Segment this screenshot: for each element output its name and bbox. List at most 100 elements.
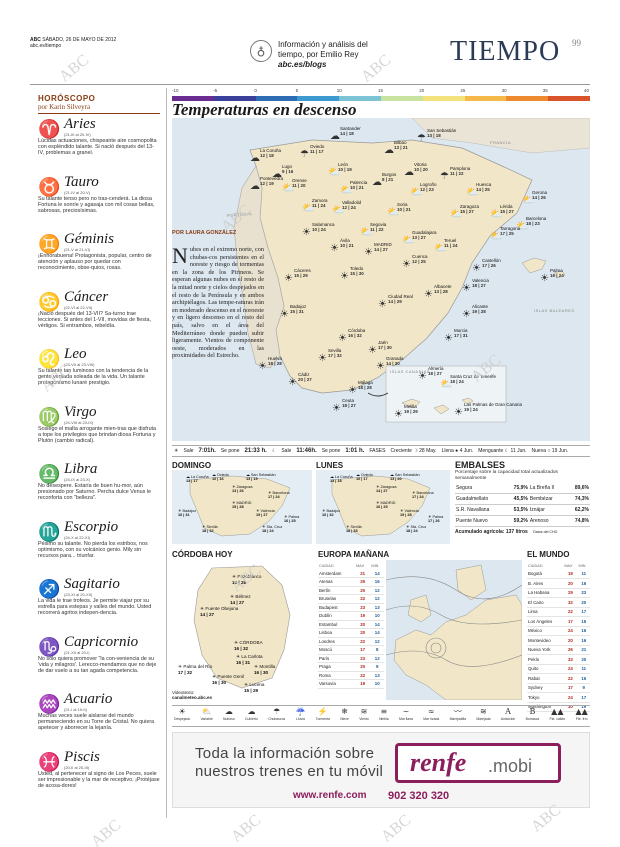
weather-icon: ☀ <box>288 377 297 388</box>
weather-icon: ☂ <box>417 133 426 144</box>
map-city: Lérida 15 | 27 <box>500 204 514 214</box>
map-city: Tarragona 17 | 25 <box>500 226 520 236</box>
map-city: Valencia 18 | 27 <box>472 278 489 288</box>
sign-dates: (22-VI al 22-VII) <box>64 304 93 310</box>
reservoir-row: Puente Nuevo 59,2% Arenoso 74,8% <box>455 515 590 527</box>
reservoir-row: Segura 75,9% La Breña II 89,6% <box>455 483 590 494</box>
legend-item: ☔ Lluvia <box>295 707 305 725</box>
legend-item: ☂ Chubascos <box>268 707 285 725</box>
weather-icon: ☀ <box>394 409 403 420</box>
city-name: Dublín <box>318 611 355 621</box>
town-name: Pozoblanco <box>237 574 262 579</box>
map-city: Oviedo 11 | 17 <box>310 144 324 154</box>
weather-icon: ☀ <box>400 509 405 513</box>
weather-icon: ⛅ <box>466 187 479 198</box>
mini-city-temp: 13 | 18 <box>330 479 342 483</box>
sign-text: La vida le trae trofeos. Je permite viaj… <box>38 598 152 617</box>
max-temp: 22 <box>563 607 578 617</box>
city-name: Huesca <box>476 182 492 187</box>
scale-tick-label: -5 <box>213 88 218 93</box>
zodiac-icon: ♑ <box>38 636 61 658</box>
mini-city: ☀ Barcelona 17 | 24 <box>268 490 290 499</box>
mini-city-name: Sta. Cruz <box>266 525 283 529</box>
city-temp: 10 | 21 <box>350 185 364 190</box>
reservoir-name: Arenoso <box>528 515 567 527</box>
legend-item: ▲▲ Fte. frío <box>575 707 587 725</box>
city-temp: 15 | 30 <box>350 271 364 276</box>
legend-icon: ☀ <box>178 707 186 716</box>
headline: Temperaturas en descenso <box>172 100 357 119</box>
weather-icon: ☀ <box>346 525 351 529</box>
city-temp: 14 | 29 <box>388 299 402 304</box>
map-city: Almería 18 | 27 <box>428 366 444 376</box>
zodiac-icon: ♌ <box>38 349 61 370</box>
mini-city-name: Barcelona <box>416 491 434 495</box>
table-row: París 23 12 <box>318 654 384 663</box>
map-city: Granada 14 | 30 <box>386 356 404 366</box>
renfe-ad[interactable]: Toda la información sobre nuestros trene… <box>172 732 590 808</box>
mini-city-name: Palma <box>432 515 444 519</box>
blog-link[interactable]: abc.es/blogs <box>278 60 327 69</box>
city-name: Lisboa <box>318 628 355 638</box>
sign-text: ¡Nació después del 13-VII? Sa-turno trae… <box>38 310 151 329</box>
europe-title: EUROPA MAÑANA <box>318 550 390 559</box>
legend-icon: ∼ <box>402 707 410 716</box>
city-name: Cáceres <box>294 268 311 273</box>
weather-icon: ⛅ <box>360 227 373 238</box>
city-temp: 11 | 24 <box>444 243 458 248</box>
watermark: ABC <box>56 51 93 86</box>
min-temp: 11 <box>577 664 590 674</box>
canalmeteo-link[interactable]: canalmeteo.abc.es <box>172 695 213 700</box>
weather-icon: ☂ <box>300 149 309 160</box>
reservoir-value: 75,9% <box>505 483 529 494</box>
city-name: Salamanca <box>312 222 335 227</box>
sunrise-time: 7:01h. <box>198 448 216 454</box>
sign-dates: (21-III al 20-IV) <box>64 132 91 137</box>
city-name: Lugo <box>282 164 293 169</box>
weather-icon: ⛅ <box>387 207 400 218</box>
sign-dates: (24-IX al 23-X) <box>64 477 91 482</box>
city-name: Ciudad Real <box>388 294 413 299</box>
weather-icon: ☁ <box>246 473 251 477</box>
city-name: Jaén <box>378 340 388 345</box>
mini-city: ☀ Sta. Cruz 18 | 24 <box>262 524 282 533</box>
table-row: Roma 22 13 <box>318 671 384 680</box>
site-link[interactable]: abc.es/tiempo <box>30 43 62 49</box>
legend-icon: ☁ <box>247 707 256 716</box>
table-row: Moscú 17 8 <box>318 645 384 655</box>
header-rule <box>30 84 590 85</box>
town-name: Lucena <box>249 682 265 687</box>
reservoir-name: Segura <box>455 483 506 494</box>
sun-icon: ☀ <box>200 606 206 611</box>
city-temp: 18 | 27 <box>428 371 442 376</box>
mini-city-temp: 13 | 17 <box>186 479 198 483</box>
city-name: Nueva York <box>527 645 564 655</box>
map-city: Jaén 17 | 30 <box>378 340 392 350</box>
horoscope-column: HORÓSCOPO por Karin Silveyra ♈ Aries (21-I… <box>38 94 160 806</box>
weather-icon: ☁ <box>330 131 340 142</box>
max-temp: 20 <box>563 578 578 589</box>
map-city: Zaragoza 15 | 27 <box>460 204 479 214</box>
min-temp: 13 <box>370 671 384 680</box>
city-temp: 18 | 23 <box>526 221 540 226</box>
legend-item: ☁ Nuboso <box>223 707 235 725</box>
legend-icon: ▲▲ <box>551 707 564 716</box>
city-temp: 14 | 18 <box>340 131 354 136</box>
ad-url[interactable]: www.renfe.com <box>293 790 367 801</box>
city-name: MADRID <box>374 242 392 247</box>
mini-city: ☁ La Coruña 13 | 18 <box>330 474 353 483</box>
sign-dates: (23-XI al 20-XII) <box>64 592 93 597</box>
mini-city-temp: 13 | 26 <box>232 489 244 493</box>
scale-swatch <box>255 96 298 101</box>
scale-tick-label: 5 <box>295 88 299 93</box>
legend-label: Borrasca <box>525 717 540 721</box>
europe-map <box>385 560 523 701</box>
mini-city: ☀ Valencia 19 | 28 <box>400 508 419 517</box>
max-temp: 19 <box>354 679 371 689</box>
mini-city: ☁ San Sebastián 13 | 20 <box>390 472 420 481</box>
map-city: Huesca 14 | 25 <box>476 182 491 192</box>
city-temp: 18 | 28 <box>268 361 282 366</box>
legend-label: Tormenta <box>315 717 330 721</box>
mini-city-name: La Coruña <box>190 475 209 479</box>
weather-icon: ☁ <box>404 167 414 178</box>
